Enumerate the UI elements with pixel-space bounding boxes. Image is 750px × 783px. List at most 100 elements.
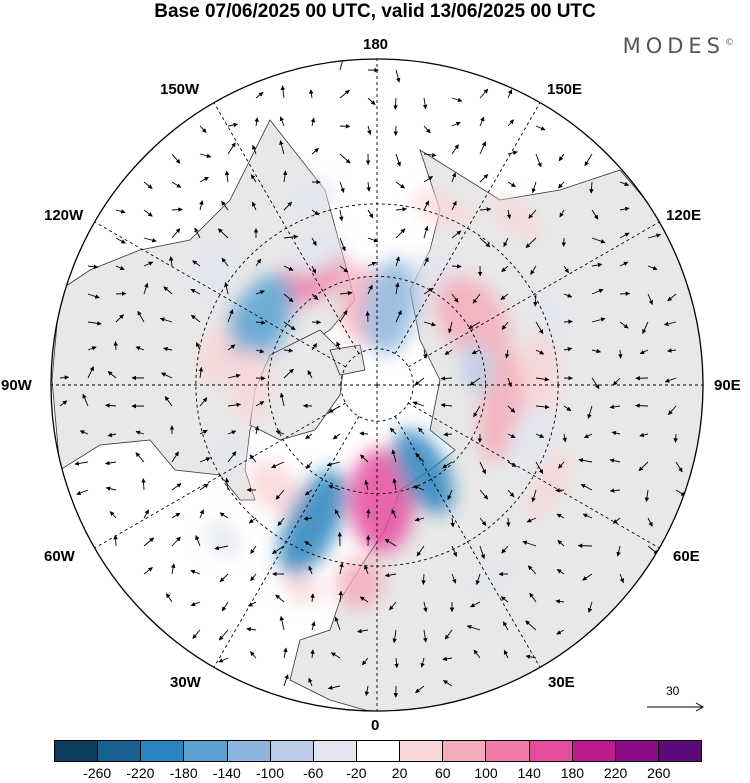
meridian-line (213, 102, 360, 354)
colorbar-tick-label: -100 (255, 765, 285, 781)
wind-vector (559, 209, 565, 218)
wind-vector (468, 321, 481, 329)
wind-vector (451, 573, 457, 584)
wind-vector (357, 628, 369, 634)
wind-vector (275, 430, 285, 435)
colorbar-tick-label: -140 (212, 765, 241, 781)
wind-vector (522, 540, 537, 547)
wind-vector (59, 400, 68, 407)
wind-vector (250, 573, 257, 582)
wind-vector (250, 651, 257, 659)
wind-vector (107, 371, 117, 379)
wind-vector (418, 427, 425, 435)
wind-vector (199, 509, 204, 519)
wind-vector (501, 545, 509, 554)
wind-vector (443, 679, 453, 687)
wind-vector (423, 152, 437, 158)
wind-vector (422, 97, 428, 110)
wind-vector (143, 209, 153, 217)
wind-vector (135, 430, 145, 435)
colorbar-swatch (400, 741, 444, 761)
wind-vector (423, 125, 431, 134)
wind-vector (311, 343, 318, 351)
wind-vector (470, 601, 481, 608)
wind-vector (442, 656, 453, 662)
wind-vector (254, 117, 259, 127)
wind-vector (479, 545, 486, 560)
wind-vector (279, 392, 285, 407)
wind-vector (502, 621, 509, 631)
wind-vector (275, 594, 285, 603)
wind-vector (450, 517, 455, 528)
wind-vector (198, 366, 204, 379)
wind-vector (558, 181, 565, 189)
wind-vector (199, 429, 208, 435)
lon-label-120e: 120E (666, 207, 702, 224)
wind-vector (277, 517, 285, 527)
wind-vector (667, 348, 677, 353)
wind-vector (416, 545, 425, 557)
negative-anomaly (392, 429, 454, 514)
wind-vector (563, 346, 573, 352)
wind-vector (310, 593, 315, 603)
vector-scale-label: 30 (666, 684, 680, 698)
wind-vector (525, 654, 537, 659)
colorbar-tick-label: 260 (647, 765, 671, 781)
wind-vector (479, 517, 487, 526)
wind-vector (87, 321, 102, 326)
wind-vector (507, 489, 515, 498)
wind-vector (190, 314, 201, 323)
wind-vector (113, 341, 118, 351)
colorbar-swatch (658, 741, 702, 761)
lon-label-60w: 60W (44, 548, 75, 565)
wind-vector (479, 461, 486, 475)
wind-vector (305, 461, 313, 469)
wind-vector (246, 627, 257, 632)
wind-vector (582, 513, 593, 519)
colorbar-tick-label: -220 (126, 765, 155, 781)
graticule (51, 59, 703, 711)
wind-vector (87, 293, 100, 299)
wind-vector (194, 227, 201, 239)
wind-vector (283, 368, 294, 379)
wind-vector (367, 125, 372, 135)
wind-vector (334, 616, 341, 631)
wind-vector (367, 97, 376, 106)
wind-vector (639, 349, 649, 355)
wind-vector (199, 200, 204, 211)
polar-map (50, 58, 704, 712)
wind-vector (647, 517, 653, 527)
wind-vector (163, 346, 173, 352)
wind-vector (638, 461, 649, 472)
positive-anomaly (412, 191, 471, 225)
wind-vector (227, 451, 237, 463)
wind-vector (143, 181, 153, 189)
wind-vector (395, 282, 400, 295)
brand-name: MODES (622, 34, 725, 58)
lon-label-150e: 150E (547, 81, 583, 98)
colorbar-tick-label: 20 (391, 765, 408, 781)
colorbar-swatch (313, 741, 357, 761)
wind-vector (283, 348, 294, 353)
wind-vector (609, 458, 621, 463)
vector-scale-arrow (647, 702, 705, 712)
wind-vector (530, 265, 537, 275)
wind-vector (451, 97, 463, 103)
wind-vector (339, 153, 351, 164)
wind-vector (635, 403, 649, 408)
wind-vector (227, 373, 241, 379)
wind-vector (612, 377, 621, 386)
wind-vector (612, 517, 621, 524)
wind-vector (663, 321, 677, 327)
colorbar-swatch (270, 741, 314, 761)
wind-vector (423, 601, 428, 613)
wind-vector (415, 685, 425, 694)
wind-vector (339, 265, 349, 273)
wind-vector (107, 432, 117, 438)
wind-vector (531, 489, 537, 503)
wind-vector (199, 397, 208, 407)
wind-vector (224, 170, 230, 183)
wind-vector (360, 454, 369, 463)
negative-anomaly (460, 341, 494, 394)
colorbar-swatch (184, 741, 228, 761)
